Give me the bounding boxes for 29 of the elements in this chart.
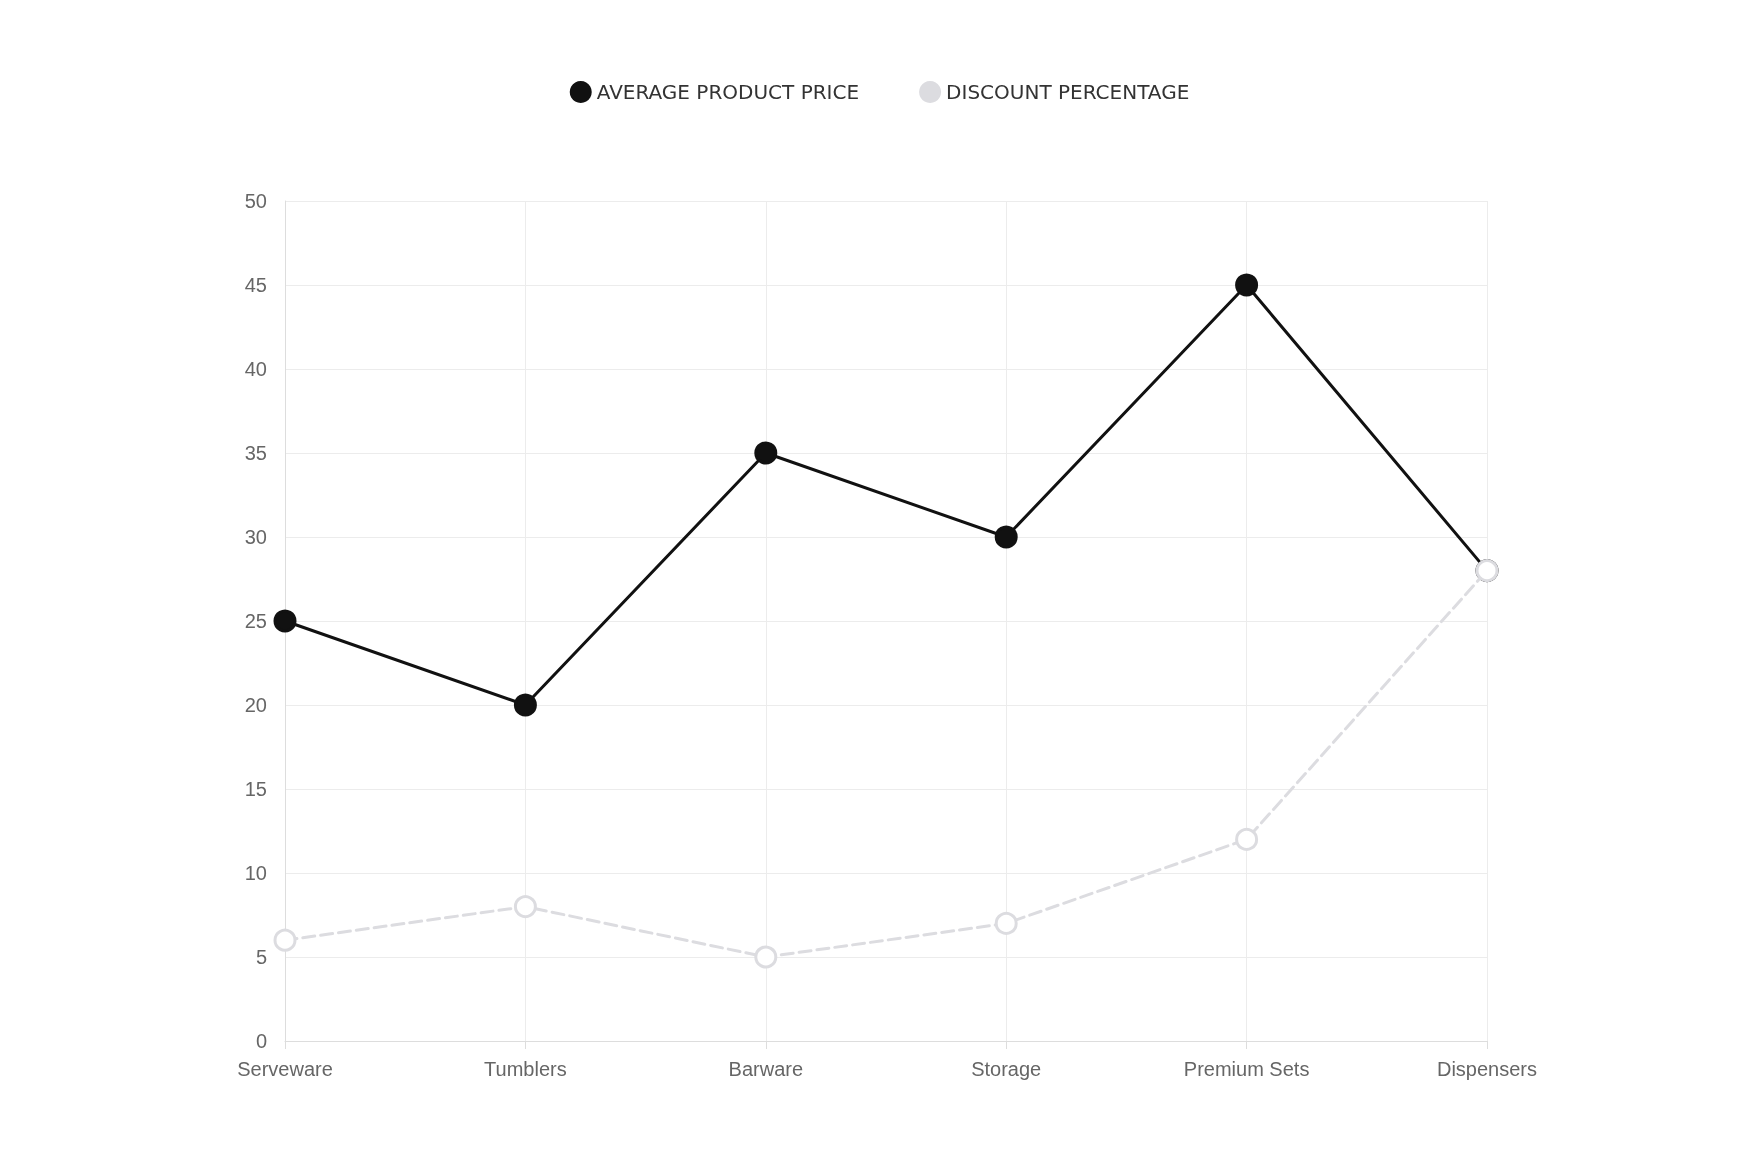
point	[1235, 827, 1259, 851]
point	[994, 911, 1018, 935]
x-tick-label: Storage	[971, 1058, 1042, 1080]
point	[273, 928, 297, 952]
y-tick-label: 45	[244, 274, 267, 296]
x-tick-label: Premium Sets	[1183, 1058, 1310, 1080]
x-tick-label: Barware	[728, 1058, 804, 1080]
y-tick-label: 5	[255, 946, 267, 968]
point	[754, 945, 778, 969]
y-tick-label: 50	[244, 190, 267, 212]
point	[273, 609, 297, 633]
legend-label: AVERAGE PRODUCT PRICE	[596, 80, 860, 104]
point	[1235, 273, 1259, 297]
y-tick-label: 20	[244, 694, 267, 716]
y-tick-label: 25	[244, 610, 267, 632]
point	[994, 525, 1018, 549]
y-tick-label: 40	[244, 358, 267, 380]
x-tick-label: Dispensers	[1436, 1058, 1538, 1080]
point	[513, 693, 537, 717]
y-tick-label: 0	[255, 1030, 267, 1052]
y-tick-label: 35	[244, 442, 267, 464]
point	[513, 895, 537, 919]
x-tick-label: Serveware	[237, 1058, 333, 1080]
legend-label: DISCOUNT PERCENTAGE	[946, 80, 1190, 104]
y-tick-label: 10	[244, 862, 267, 884]
y-tick-label: 30	[244, 526, 267, 548]
x-tick-label: Tumblers	[484, 1058, 567, 1080]
point	[754, 441, 778, 465]
y-tick-label: 15	[244, 778, 267, 800]
